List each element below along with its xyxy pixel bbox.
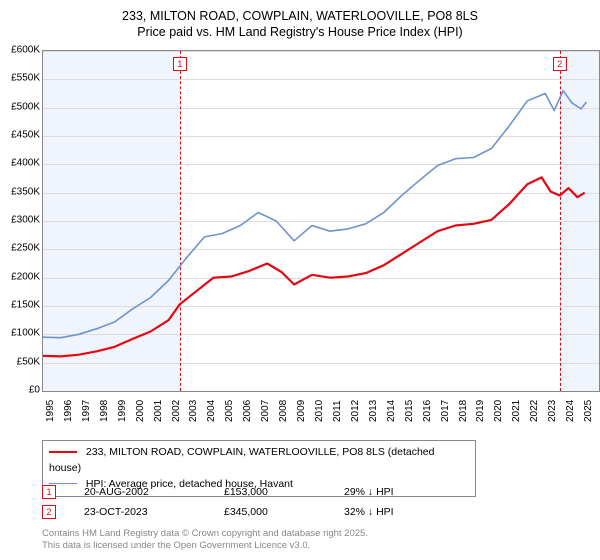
x-tick-label: 2006 [242,400,253,422]
sale-price: £345,000 [224,506,344,518]
chart-title-block: 233, MILTON ROAD, COWPLAIN, WATERLOOVILL… [0,0,600,41]
plot-area: 12 [42,50,600,392]
x-tick-label: 1997 [81,400,92,422]
x-tick-label: 2021 [511,400,522,422]
x-tick-label: 2011 [332,400,343,422]
y-tick-label: £150K [2,300,40,311]
y-tick-label: £600K [2,45,40,56]
sale-marker-icon: 2 [42,505,56,519]
x-tick-label: 1998 [99,400,110,422]
x-tick-label: 2008 [278,400,289,422]
x-tick-label: 2004 [206,400,217,422]
x-tick-label: 2018 [458,400,469,422]
legend-item-property: 233, MILTON ROAD, COWPLAIN, WATERLOOVILL… [49,445,469,477]
sale-diff: 32% ↓ HPI [344,506,464,518]
y-tick-label: £250K [2,243,40,254]
x-tick-label: 2023 [547,400,558,422]
x-tick-label: 2025 [583,400,594,422]
x-tick-label: 2005 [224,400,235,422]
x-tick-label: 2010 [314,400,325,422]
y-tick-label: £350K [2,186,40,197]
x-tick-label: 2002 [171,400,182,422]
sale-date: 20-AUG-2002 [84,486,224,498]
x-tick-label: 1999 [117,400,128,422]
y-tick-label: £100K [2,328,40,339]
title-line-2: Price paid vs. HM Land Registry's House … [0,24,600,40]
attribution: Contains HM Land Registry data © Crown c… [42,528,368,552]
x-tick-label: 2003 [188,400,199,422]
y-tick-label: £450K [2,130,40,141]
legend-swatch-property [49,451,77,453]
sales-table: 1 20-AUG-2002 £153,000 29% ↓ HPI 2 23-OC… [42,482,464,522]
sales-row: 1 20-AUG-2002 £153,000 29% ↓ HPI [42,482,464,502]
y-tick-label: £500K [2,101,40,112]
y-tick-label: £400K [2,158,40,169]
y-tick-label: £0 [2,385,40,396]
x-tick-label: 2009 [296,400,307,422]
x-tick-label: 2012 [350,400,361,422]
x-tick-label: 2017 [440,400,451,422]
legend-label-property: 233, MILTON ROAD, COWPLAIN, WATERLOOVILL… [49,446,435,474]
x-tick-label: 2014 [386,400,397,422]
x-tick-label: 2001 [153,400,164,422]
sale-diff: 29% ↓ HPI [344,486,464,498]
x-tick-label: 2015 [404,400,415,422]
sale-date: 23-OCT-2023 [84,506,224,518]
attribution-line: Contains HM Land Registry data © Crown c… [42,528,368,540]
attribution-line: This data is licensed under the Open Gov… [42,540,368,552]
x-tick-label: 1995 [45,400,56,422]
x-tick-label: 2007 [260,400,271,422]
sale-price: £153,000 [224,486,344,498]
x-tick-label: 2024 [565,400,576,422]
y-tick-label: £550K [2,73,40,84]
sale-marker-icon: 1 [42,485,56,499]
x-tick-label: 2019 [475,400,486,422]
x-tick-label: 2013 [368,400,379,422]
x-tick-label: 2000 [135,400,146,422]
x-tick-label: 2022 [529,400,540,422]
x-tick-label: 2016 [422,400,433,422]
y-tick-label: £50K [2,356,40,367]
sales-row: 2 23-OCT-2023 £345,000 32% ↓ HPI [42,502,464,522]
x-tick-label: 2020 [493,400,504,422]
y-tick-label: £300K [2,215,40,226]
y-tick-label: £200K [2,271,40,282]
x-tick-label: 1996 [63,400,74,422]
title-line-1: 233, MILTON ROAD, COWPLAIN, WATERLOOVILL… [0,8,600,24]
